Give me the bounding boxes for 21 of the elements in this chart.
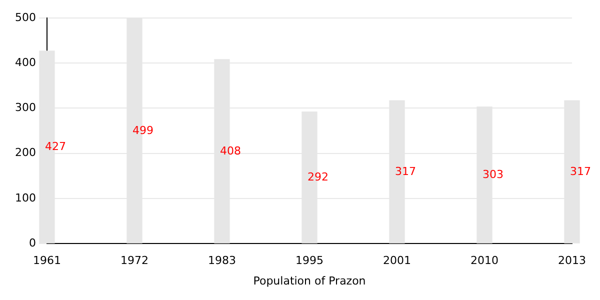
y-tick-label: 300 (14, 101, 36, 114)
data-label: 292 (308, 170, 328, 184)
y-tick-label: 200 (14, 146, 36, 160)
x-axis-title: Population of Prazon (253, 274, 366, 288)
x-tick-label: 1961 (32, 254, 61, 268)
y-tick-label: 400 (14, 56, 36, 69)
x-tick-label: 2013 (558, 254, 586, 268)
data-label: 427 (44, 140, 66, 154)
data-label: 317 (395, 164, 416, 178)
y-tick-label: 500 (14, 10, 36, 24)
data-label: 499 (132, 124, 154, 137)
data-label: 408 (220, 144, 241, 158)
x-tick-label: 2001 (383, 254, 411, 268)
data-label: 317 (570, 164, 591, 178)
y-tick-label: 100 (14, 191, 36, 204)
data-label: 303 (482, 168, 504, 182)
y-tick-label: 0 (28, 236, 36, 250)
x-tick-label: 1995 (296, 254, 324, 268)
x-tick-label: 1972 (120, 254, 148, 268)
x-tick-label: 2010 (470, 254, 498, 268)
x-tick-label: 1983 (208, 254, 236, 268)
